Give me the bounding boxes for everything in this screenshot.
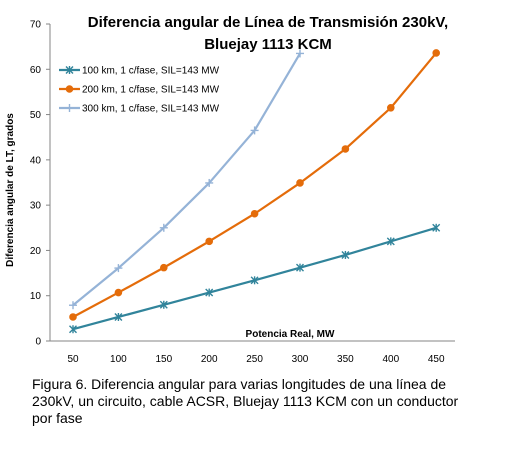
series-2 — [69, 49, 441, 321]
y-tick-label: 50 — [30, 110, 42, 121]
legend-marker — [65, 66, 74, 74]
legend-item: 100 km, 1 c/fase, SIL=143 MW — [59, 66, 220, 77]
data-point — [387, 103, 395, 112]
data-point — [69, 325, 77, 334]
series-3 — [69, 49, 304, 310]
data-point — [160, 263, 168, 272]
x-tick-label: 200 — [201, 354, 218, 365]
data-point — [341, 250, 350, 259]
data-point — [386, 237, 395, 246]
x-tick-label: 150 — [155, 354, 172, 365]
x-tick-label: 100 — [110, 354, 127, 365]
y-tick-label: 60 — [30, 65, 42, 76]
data-point — [205, 288, 214, 297]
x-tick-label: 300 — [292, 354, 309, 365]
chart-title: Diferencia angular de Línea de Transmisi… — [88, 14, 448, 53]
data-point — [159, 300, 168, 309]
data-point — [159, 223, 168, 232]
x-tick-label: 450 — [428, 354, 445, 365]
data-point — [432, 49, 441, 57]
data-point — [114, 312, 123, 321]
line-chart: Diferencia angular de Línea de Transmisi… — [5, 14, 455, 365]
y-tick-label: 10 — [30, 291, 42, 302]
chart-title-line: Bluejay 1113 KCM — [204, 36, 332, 53]
x-tick-label: 250 — [246, 354, 263, 365]
series-line — [72, 52, 301, 307]
data-point — [69, 313, 77, 321]
data-point — [341, 145, 350, 153]
legend: 100 km, 1 c/fase, SIL=143 MW 200 km, 1 c/… — [59, 66, 220, 115]
figure-caption: Figura 6. Diferencia angular para varias… — [32, 376, 459, 426]
data-point — [205, 237, 213, 246]
data-point — [296, 179, 304, 187]
series-1 — [69, 223, 441, 334]
data-point — [296, 263, 304, 272]
y-tick-label: 40 — [30, 155, 42, 166]
y-tick-label: 20 — [30, 246, 42, 257]
x-tick-label: 350 — [337, 354, 354, 365]
legend-label: 100 km, 1 c/fase, SIL=143 MW — [82, 66, 220, 77]
chart-title-line: Diferencia angular de Línea de Transmisi… — [88, 14, 448, 31]
x-axis-label: Potencia Real, MW — [246, 329, 335, 340]
legend-marker — [65, 85, 74, 93]
series-layer — [69, 49, 441, 334]
y-axis-label: Diferencia angular de LT, grados — [5, 113, 16, 267]
y-tick-label: 0 — [35, 337, 41, 348]
legend-item: 300 km, 1 c/fase, SIL=143 MW — [59, 104, 220, 115]
x-tick-label: 400 — [382, 354, 399, 365]
data-point — [69, 301, 77, 310]
data-point — [114, 264, 123, 273]
legend-item: 200 km, 1 c/fase, SIL=143 MW — [59, 85, 220, 96]
data-point — [250, 276, 259, 285]
data-point — [205, 178, 214, 187]
data-point — [250, 209, 259, 218]
legend-label: 200 km, 1 c/fase, SIL=143 MW — [82, 85, 220, 96]
y-tick-label: 30 — [30, 201, 42, 212]
y-tick-label: 70 — [30, 20, 42, 31]
data-point — [432, 223, 441, 232]
legend-marker — [65, 104, 74, 112]
data-point — [114, 288, 123, 297]
x-tick-label: 50 — [67, 354, 79, 365]
data-point — [296, 49, 304, 58]
data-point — [250, 126, 259, 135]
legend-label: 300 km, 1 c/fase, SIL=143 MW — [82, 104, 220, 115]
axes: 0 10 20 30 40 50 60 70 50 100 150 200 250 300 350 400 45… — [5, 20, 455, 365]
